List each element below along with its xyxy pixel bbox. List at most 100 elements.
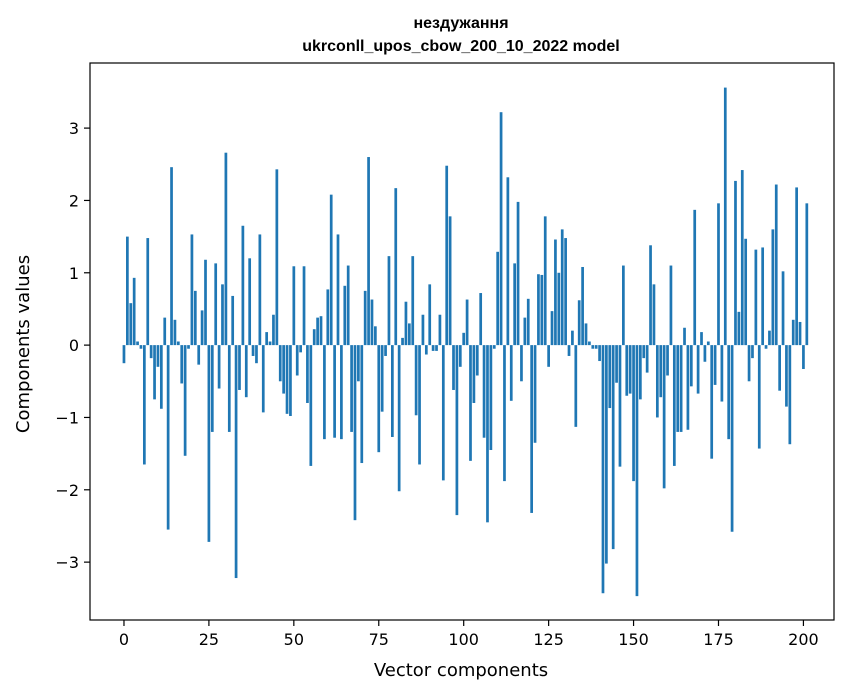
bar-9: [153, 345, 156, 400]
bar-70: [360, 345, 364, 464]
bar-185: [751, 345, 754, 359]
bar-78: [387, 256, 391, 346]
bar-99: [458, 345, 462, 367]
bar-30: [224, 152, 228, 346]
bar-73: [370, 299, 374, 346]
bar-158: [659, 345, 663, 398]
bar-33: [234, 345, 238, 579]
bar-8: [149, 345, 153, 359]
bar-157: [655, 345, 659, 418]
bar-171: [703, 345, 707, 362]
bar-22: [197, 345, 201, 365]
bar-91: [431, 345, 435, 351]
bar-181: [737, 311, 741, 346]
bar-190: [768, 330, 771, 346]
bar-59: [323, 345, 326, 440]
bar-62: [333, 345, 336, 438]
bar-95: [445, 165, 449, 346]
bar-25: [207, 345, 211, 542]
bar-28: [217, 345, 221, 389]
bar-32: [231, 295, 235, 346]
bar-14: [170, 167, 173, 346]
bar-93: [438, 314, 442, 346]
bar-169: [696, 345, 700, 394]
bar-12: [163, 317, 167, 346]
bar-159: [662, 345, 666, 489]
bar-36: [244, 345, 248, 398]
bar-26: [210, 345, 214, 432]
bar-144: [611, 345, 615, 550]
bar-121: [533, 345, 537, 443]
bar-65: [343, 285, 347, 346]
bar-106: [482, 345, 486, 438]
bar-172: [706, 341, 710, 346]
bar-0: [122, 345, 126, 364]
bar-72: [367, 157, 370, 346]
y-tick-label: 3: [69, 119, 79, 138]
bar-164: [679, 345, 683, 432]
bar-160: [666, 345, 669, 376]
bar-75: [377, 345, 381, 453]
bar-133: [574, 345, 578, 427]
bar-52: [299, 345, 302, 353]
x-tick-label: 100: [448, 630, 479, 649]
bar-120: [530, 345, 534, 513]
bar-175: [717, 203, 720, 346]
bar-156: [652, 284, 656, 346]
bar-27: [214, 263, 218, 346]
bar-19: [187, 345, 190, 349]
bar-195: [785, 345, 788, 407]
bar-186: [754, 249, 758, 346]
bar-154: [645, 345, 649, 373]
bar-31: [227, 345, 231, 432]
bar-167: [689, 345, 693, 387]
bar-142: [605, 345, 608, 564]
bar-122: [537, 274, 540, 346]
bar-152: [638, 345, 642, 400]
bar-138: [591, 345, 595, 349]
bar-182: [740, 170, 744, 346]
bar-39: [255, 345, 258, 364]
bar-21: [193, 290, 197, 346]
bar-46: [278, 345, 282, 382]
bar-130: [564, 238, 567, 346]
bar-184: [747, 345, 751, 382]
chart-title-line2: ukrconll_upos_cbow_200_10_2022 model: [302, 38, 619, 55]
bar-107: [486, 345, 489, 523]
bar-153: [642, 345, 646, 359]
bar-100: [462, 332, 466, 346]
bar-79: [390, 345, 394, 437]
bar-137: [588, 341, 591, 346]
bar-67: [350, 345, 353, 432]
bar-82: [401, 337, 404, 346]
bar-101: [465, 299, 469, 346]
bar-48: [285, 345, 289, 414]
y-axis-label: Components values: [13, 255, 34, 433]
bars-group: [122, 87, 809, 597]
bar-194: [781, 271, 785, 346]
bar-43: [268, 341, 272, 346]
bar-20: [190, 234, 194, 346]
bar-163: [676, 345, 680, 432]
bar-96: [448, 216, 452, 346]
bar-85: [411, 256, 415, 346]
bar-104: [475, 345, 479, 376]
bar-125: [547, 345, 550, 367]
bar-53: [302, 266, 306, 346]
bar-193: [778, 345, 782, 391]
bar-89: [424, 345, 428, 355]
bar-143: [608, 345, 612, 409]
bar-68: [353, 345, 357, 521]
bar-29: [221, 284, 224, 346]
bar-17: [180, 345, 184, 384]
bar-16: [176, 341, 180, 346]
bar-11: [159, 345, 163, 409]
bar-77: [384, 345, 387, 356]
bar-201: [805, 203, 809, 346]
chart-title-line1: нездужання: [413, 15, 508, 32]
bar-57: [316, 317, 319, 346]
y-tick-label: −3: [55, 553, 79, 572]
bar-50: [292, 266, 296, 346]
bar-51: [295, 345, 299, 376]
bar-76: [380, 345, 384, 412]
